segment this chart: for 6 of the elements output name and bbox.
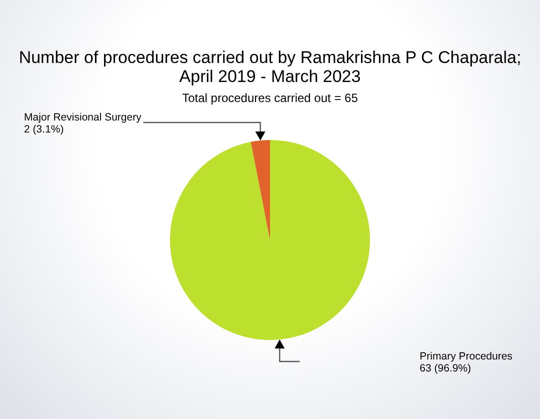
chart-title: Number of procedures carried out by Ramakrishna P C Chaparala; April 2019 - March 2023 xyxy=(18,48,522,86)
data-label: 63 (96.9%) xyxy=(420,362,472,375)
chart-subtitle: Total procedures carried out = 65 xyxy=(181,91,359,105)
slice-label: Major Revisional Surgery xyxy=(24,111,142,124)
data-label: 2 (3.1%) xyxy=(24,123,64,136)
slice-label: Primary Procedures xyxy=(420,350,512,363)
